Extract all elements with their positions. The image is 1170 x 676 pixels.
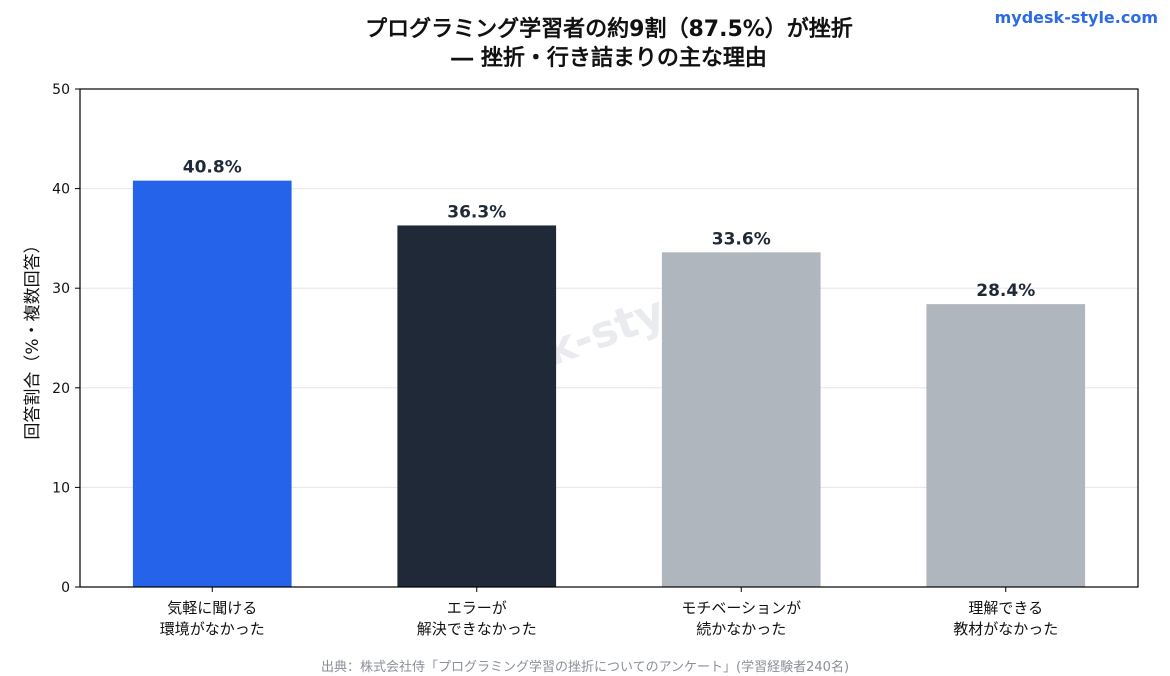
x-tick-label: モチベーションが bbox=[681, 599, 801, 617]
data-label: 40.8% bbox=[183, 158, 242, 178]
data-label: 33.6% bbox=[712, 229, 771, 249]
brand-link[interactable]: mydesk-style.com bbox=[994, 8, 1158, 27]
x-tick-label: エラーが bbox=[447, 599, 507, 617]
y-tick-label: 40 bbox=[52, 182, 70, 198]
y-axis-label: 回答割合（%・複数回答） bbox=[23, 236, 43, 439]
bar bbox=[132, 180, 292, 587]
y-tick-label: 0 bbox=[61, 580, 70, 596]
chart-title-line2: ― 挫折・行き詰まりの主な理由 bbox=[451, 46, 767, 71]
x-tick-label: 続かなかった bbox=[696, 620, 786, 638]
y-tick-label: 20 bbox=[52, 381, 70, 397]
y-tick-label: 10 bbox=[52, 480, 70, 496]
y-tick-label: 30 bbox=[52, 281, 70, 297]
x-tick-label: 理解できる bbox=[968, 599, 1043, 617]
bar bbox=[397, 225, 557, 587]
x-tick-label: 環境がなかった bbox=[160, 620, 265, 638]
data-label: 36.3% bbox=[447, 202, 506, 222]
plot-frame bbox=[79, 88, 1139, 588]
data-label: 28.4% bbox=[976, 281, 1035, 301]
bar bbox=[661, 252, 821, 587]
bar bbox=[926, 304, 1086, 587]
watermark: k-sty bbox=[538, 286, 671, 376]
x-tick-label: 解決できなかった bbox=[417, 620, 537, 638]
y-tick-label: 50 bbox=[52, 82, 70, 98]
source-note: 出典：株式会社侍「プログラミング学習の挫折についてのアンケート」(学習経験者24… bbox=[320, 660, 850, 675]
x-tick-label: 教材がなかった bbox=[953, 620, 1058, 638]
x-tick-label: 気軽に聞ける bbox=[167, 599, 257, 617]
chart-title-line1: プログラミング学習者の約9割（87.5%）が挫折 bbox=[365, 17, 853, 42]
